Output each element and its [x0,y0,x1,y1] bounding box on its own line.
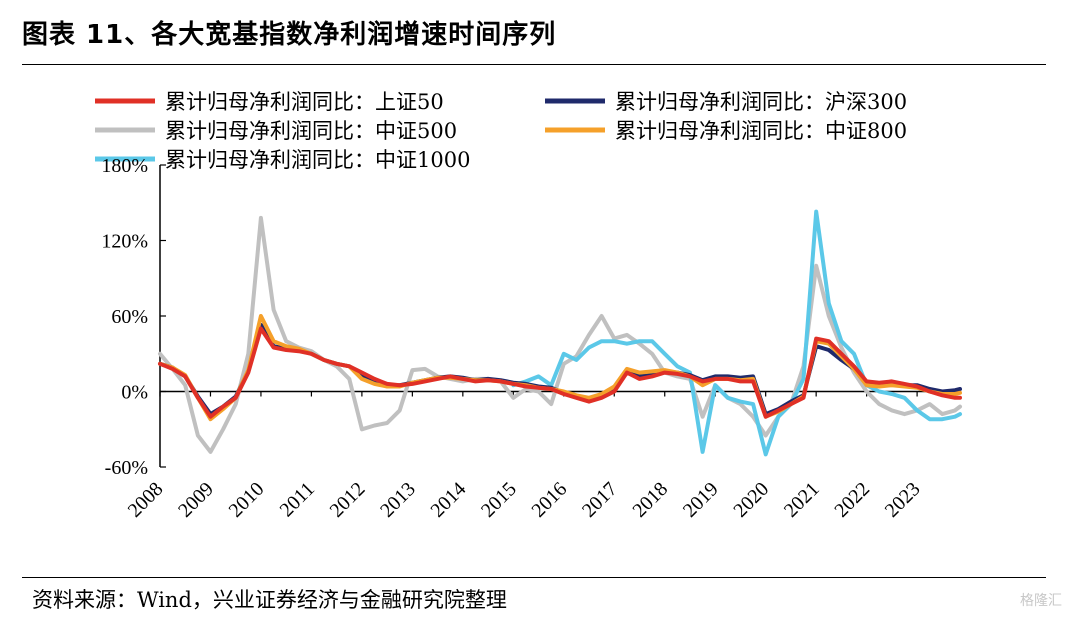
chart-axes: 180%120%60%0%-60%2008 2009 2010 2011 2012 201… [101,155,960,522]
chart-title: 图表 11、各大宽基指数净利润增速时间序列 [22,20,557,50]
series-line-0 [158,326,962,419]
x-tick-label: 2013 [376,478,420,522]
x-tick-label: 2017 [578,478,622,522]
x-tick-label: 2023 [881,478,925,522]
x-tick-label: 2011 [276,478,319,521]
x-tick-label: 2014 [427,478,471,522]
source-divider [22,577,1046,578]
y-tick-label: 60% [111,306,148,328]
x-tick-label: 2021 [780,478,824,522]
x-tick-label: 2015 [477,478,521,522]
x-tick-label: 2016 [527,478,571,522]
legend-label: 累计归母净利润同比：中证800 [615,119,907,143]
x-tick-label: 2010 [225,478,269,522]
x-tick-label: 2020 [729,478,773,522]
x-tick-label: 2019 [679,478,723,522]
chart-legend: 累计归母净利润同比：上证50 累计归母净利润同比：沪深300 累计归母净利润同比：中… [95,90,907,172]
legend-label: 累计归母净利润同比：沪深300 [615,90,907,114]
source-note: 资料来源：Wind，兴业证券经济与金融研究院整理 [32,588,507,612]
series-line-4 [511,209,962,457]
legend-label: 累计归母净利润同比：上证50 [165,90,444,114]
legend-label: 累计归母净利润同比：中证500 [165,119,457,143]
title-divider [22,64,1046,65]
chart-series [158,209,962,457]
watermark: 格隆汇 [1020,593,1062,609]
y-tick-label: 120% [101,231,148,253]
x-tick-label: 2009 [174,478,218,522]
series-line-2 [158,215,962,454]
x-tick-label: 2022 [830,478,874,522]
x-tick-label: 2018 [628,478,672,522]
legend-label: 累计归母净利润同比：中证1000 [165,148,470,172]
x-tick-label: 2012 [326,478,370,522]
y-tick-label: 0% [121,382,148,404]
y-tick-label: -60% [105,457,148,479]
x-tick-label: 2008 [124,478,168,522]
y-tick-label: 180% [101,155,148,177]
